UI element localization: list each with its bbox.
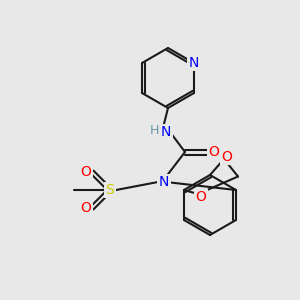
Text: H: H	[149, 124, 159, 136]
Text: O: O	[222, 150, 232, 164]
Text: N: N	[159, 175, 169, 189]
Text: N: N	[189, 56, 199, 70]
Text: O: O	[196, 190, 206, 204]
Text: N: N	[161, 125, 171, 139]
Text: O: O	[81, 165, 92, 179]
Text: S: S	[106, 183, 114, 197]
Text: O: O	[208, 145, 219, 159]
Text: O: O	[81, 201, 92, 215]
